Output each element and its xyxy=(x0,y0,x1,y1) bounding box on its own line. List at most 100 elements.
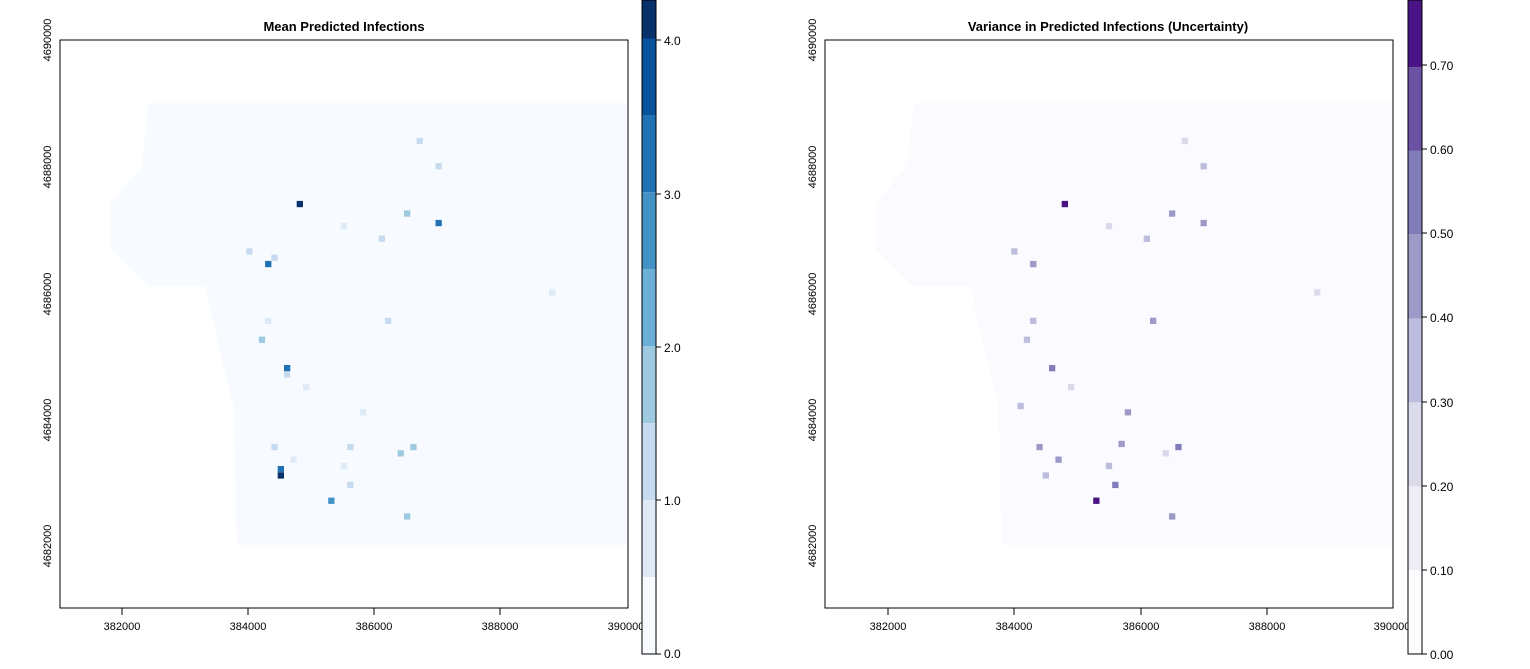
colorbar-mean: 0.0 1.0 2.0 3.0 4.0 xyxy=(641,0,681,661)
heatmap-cell xyxy=(404,513,411,520)
x-tick-label: 384000 xyxy=(230,621,267,633)
heatmap-cell xyxy=(378,235,385,242)
colorbar-tick-label: 0.10 xyxy=(1430,564,1454,578)
heatmap-cell xyxy=(397,450,404,457)
colorbar-swatch xyxy=(1408,150,1422,235)
colorbar-swatch xyxy=(642,192,656,270)
heatmap-cell xyxy=(303,384,310,391)
y-tick-label: 4682000 xyxy=(42,525,54,568)
colorbar-tick-label: 0.00 xyxy=(1430,648,1454,662)
colorbar-swatch xyxy=(642,423,656,501)
y-tick-label: 4688000 xyxy=(42,146,54,189)
chart-title-mean: Mean Predicted Infections xyxy=(263,19,424,34)
heatmap-cell xyxy=(1023,336,1031,343)
heatmap-cell xyxy=(1181,137,1188,145)
y-tick-label: 4684000 xyxy=(42,399,54,442)
y-tick-label: 4686000 xyxy=(807,273,819,316)
colorbar-tick-label: 0.20 xyxy=(1430,480,1454,494)
colorbar-swatch xyxy=(1408,67,1422,151)
heatmap-cell xyxy=(284,371,291,378)
heatmap-cell xyxy=(277,472,284,479)
colorbar-swatch xyxy=(642,577,656,654)
heatmap-cell xyxy=(296,200,303,208)
heatmap-cell xyxy=(347,481,354,489)
y-tick-label: 4690000 xyxy=(42,19,54,62)
heatmap-cell xyxy=(340,462,348,470)
plot-frame-mean xyxy=(59,39,629,609)
heatmap-cell xyxy=(277,466,284,473)
heatmap-cell xyxy=(1068,384,1075,391)
study-area-region xyxy=(110,103,628,545)
heatmap-cell xyxy=(359,409,367,416)
heatmap-cell xyxy=(1200,163,1207,170)
heatmap-cell xyxy=(347,443,354,451)
chart-panel-variance: Variance in Predicted Infections (Uncert… xyxy=(807,0,1454,662)
heatmap-cell xyxy=(435,163,442,170)
heatmap-cell xyxy=(410,443,417,451)
heatmap-cell xyxy=(1169,210,1176,217)
heatmap-cell xyxy=(284,365,291,372)
colorbar-swatch xyxy=(1408,234,1422,319)
heatmap-cell xyxy=(1042,472,1049,479)
colorbar-tick-label: 1.0 xyxy=(664,494,681,508)
study-area-region xyxy=(875,103,1393,545)
colorbar-tick-label: 2.0 xyxy=(664,341,681,355)
heatmap-cell xyxy=(265,260,272,268)
heatmap-cell xyxy=(265,317,272,324)
heatmap-cell xyxy=(1105,223,1113,230)
heatmap-cell xyxy=(1162,450,1169,457)
x-tick-label: 388000 xyxy=(482,621,519,633)
y-tick-label: 4690000 xyxy=(807,19,819,62)
colorbar-swatch xyxy=(1408,0,1422,68)
heatmap-cell xyxy=(416,137,423,145)
colorbar-frame-mean xyxy=(641,0,657,655)
heatmap-cell xyxy=(1055,456,1062,463)
y-tick-label: 4688000 xyxy=(807,146,819,189)
colorbar-swatch xyxy=(642,38,656,116)
heatmap-mean xyxy=(110,103,628,545)
heatmap-cell xyxy=(1112,481,1119,489)
colorbar-tick-label: 3.0 xyxy=(664,188,681,202)
x-tick-label: 390000 xyxy=(1374,621,1411,633)
heatmap-cell xyxy=(1030,260,1037,268)
heatmap-cell xyxy=(1061,200,1068,208)
x-tick-label: 384000 xyxy=(996,621,1033,633)
colorbar-tick-label: 0.50 xyxy=(1430,227,1454,241)
heatmap-cell xyxy=(1093,497,1100,504)
heatmap-cell xyxy=(385,317,392,324)
heatmap-cell xyxy=(1105,462,1113,470)
heatmap-cell xyxy=(1175,443,1182,451)
x-axis-variance: 382000 384000 386000 388000 390000 xyxy=(870,608,1411,633)
colorbar-swatch xyxy=(1408,486,1422,571)
chart-title-variance: Variance in Predicted Infections (Uncert… xyxy=(968,19,1248,34)
plot-frame-variance xyxy=(824,39,1394,609)
heatmap-variance xyxy=(875,103,1393,545)
x-tick-label: 386000 xyxy=(1123,621,1160,633)
heatmap-cell xyxy=(1169,513,1176,520)
colorbar-swatch xyxy=(642,0,656,39)
x-axis-mean: 382000 384000 386000 388000 390000 xyxy=(104,608,645,633)
y-tick-label: 4682000 xyxy=(807,525,819,568)
heatmap-cell xyxy=(1030,317,1037,324)
colorbar-swatch xyxy=(1408,402,1422,487)
y-tick-label: 4686000 xyxy=(42,273,54,316)
heatmap-cell xyxy=(1150,317,1157,324)
colorbar-swatch xyxy=(642,115,656,193)
heatmap-cell xyxy=(1017,402,1024,410)
y-tick-label: 4684000 xyxy=(807,399,819,442)
colorbar-swatch xyxy=(642,500,656,577)
heatmap-cell xyxy=(290,456,297,463)
colorbar-swatches-variance xyxy=(1408,0,1422,654)
colorbar-tick-label: 0.30 xyxy=(1430,396,1454,410)
y-axis-variance: 4682000 4684000 4686000 4688000 4690000 xyxy=(807,19,819,568)
x-tick-label: 388000 xyxy=(1249,621,1286,633)
heatmap-cell xyxy=(1049,365,1056,372)
x-tick-label: 390000 xyxy=(608,621,645,633)
colorbar-variance: 0.00 0.10 0.20 0.30 0.40 0.50 0.60 0.70 xyxy=(1407,0,1454,662)
heatmap-cell xyxy=(1143,235,1150,242)
colorbar-frame-variance xyxy=(1407,0,1423,655)
heatmap-cell xyxy=(1011,248,1018,255)
heatmap-cell xyxy=(404,210,411,217)
colorbar-swatch xyxy=(1408,570,1422,654)
